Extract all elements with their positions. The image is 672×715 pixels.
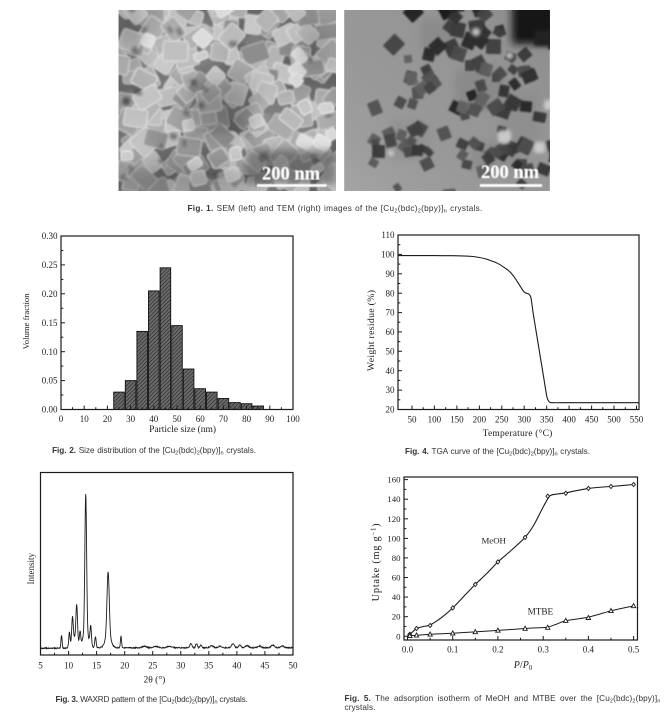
- svg-text:0.20: 0.20: [42, 289, 58, 299]
- svg-text:0: 0: [396, 631, 401, 641]
- svg-text:40: 40: [386, 366, 396, 376]
- svg-text:150: 150: [450, 415, 464, 425]
- svg-text:60: 60: [386, 327, 396, 337]
- svg-text:20: 20: [103, 414, 113, 424]
- svg-text:0.25: 0.25: [42, 260, 58, 270]
- svg-text:30: 30: [126, 414, 136, 424]
- svg-text:250: 250: [495, 415, 509, 425]
- svg-text:10: 10: [64, 660, 74, 670]
- svg-text:200 nm: 200 nm: [262, 165, 321, 185]
- svg-text:200: 200: [473, 415, 487, 425]
- svg-text:100: 100: [428, 415, 442, 425]
- svg-text:40: 40: [392, 592, 401, 602]
- svg-text:90: 90: [265, 414, 275, 424]
- svg-text:P/P0: P/P0: [513, 660, 533, 672]
- svg-text:Weight residue (%): Weight residue (%): [366, 290, 377, 371]
- svg-text:80: 80: [386, 288, 396, 298]
- svg-text:10: 10: [80, 414, 90, 424]
- svg-text:30: 30: [386, 385, 396, 395]
- svg-text:400: 400: [562, 415, 576, 425]
- svg-text:160: 160: [387, 475, 401, 485]
- svg-text:40: 40: [149, 414, 159, 424]
- svg-text:15: 15: [92, 660, 102, 670]
- svg-text:35: 35: [204, 660, 214, 670]
- svg-text:100: 100: [286, 414, 300, 424]
- svg-text:20: 20: [120, 660, 130, 670]
- svg-text:20: 20: [386, 405, 396, 415]
- svg-text:40: 40: [232, 660, 242, 670]
- svg-text:Intensity: Intensity: [26, 552, 36, 584]
- svg-text:0: 0: [59, 414, 64, 424]
- svg-text:60: 60: [196, 414, 206, 424]
- svg-text:80: 80: [242, 414, 252, 424]
- svg-text:300: 300: [517, 415, 531, 425]
- svg-text:0.5: 0.5: [628, 644, 640, 654]
- svg-text:50: 50: [173, 414, 183, 424]
- svg-text:45: 45: [260, 660, 270, 670]
- svg-text:50: 50: [289, 660, 299, 670]
- svg-text:120: 120: [387, 514, 401, 524]
- svg-text:200 nm: 200 nm: [481, 163, 540, 183]
- svg-text:100: 100: [381, 250, 395, 260]
- svg-text:70: 70: [219, 414, 229, 424]
- svg-text:5: 5: [38, 660, 43, 670]
- svg-text:0.00: 0.00: [42, 405, 58, 415]
- svg-text:0.15: 0.15: [42, 318, 58, 328]
- svg-text:450: 450: [585, 415, 599, 425]
- svg-text:Particle size (nm): Particle size (nm): [149, 424, 216, 435]
- svg-text:0.3: 0.3: [538, 644, 550, 654]
- svg-text:0.2: 0.2: [492, 644, 503, 654]
- svg-text:110: 110: [381, 230, 395, 240]
- svg-text:0.30: 0.30: [42, 231, 58, 241]
- svg-text:Volume fraction: Volume fraction: [21, 293, 31, 350]
- svg-text:550: 550: [630, 415, 644, 425]
- svg-text:0.1: 0.1: [447, 644, 458, 654]
- svg-text:0.10: 0.10: [42, 347, 58, 357]
- svg-text:50: 50: [408, 415, 418, 425]
- svg-text:2θ (°): 2θ (°): [143, 675, 165, 686]
- svg-text:60: 60: [392, 573, 401, 583]
- svg-text:90: 90: [386, 269, 396, 279]
- svg-text:100: 100: [387, 533, 401, 543]
- svg-text:500: 500: [607, 415, 621, 425]
- svg-text:140: 140: [387, 494, 401, 504]
- svg-text:0.4: 0.4: [583, 644, 595, 654]
- svg-text:50: 50: [386, 346, 396, 356]
- svg-text:MTBE: MTBE: [528, 607, 554, 617]
- svg-text:0.05: 0.05: [42, 376, 58, 386]
- svg-text:350: 350: [540, 415, 554, 425]
- svg-text:80: 80: [392, 553, 401, 563]
- svg-text:25: 25: [148, 660, 158, 670]
- svg-text:0.0: 0.0: [402, 644, 414, 654]
- svg-text:20: 20: [392, 612, 401, 622]
- svg-text:Uptake (mg g−1): Uptake (mg g−1): [371, 523, 383, 602]
- svg-text:MeOH: MeOH: [481, 536, 506, 546]
- svg-text:70: 70: [386, 308, 396, 318]
- svg-text:30: 30: [176, 660, 186, 670]
- svg-text:Temperature (°C): Temperature (°C): [483, 428, 553, 439]
